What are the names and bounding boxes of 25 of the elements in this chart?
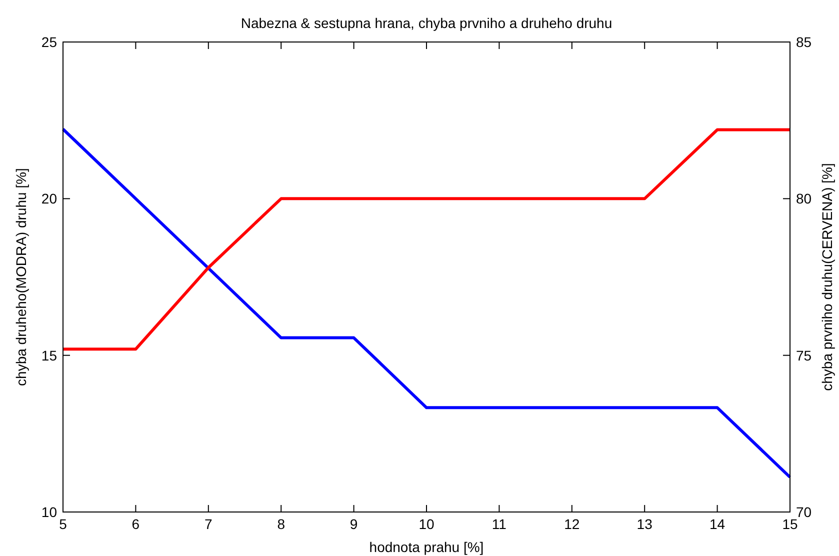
x-tick-label: 8 xyxy=(277,516,286,532)
x-tick-label: 9 xyxy=(350,516,358,532)
x-tick-label: 11 xyxy=(492,516,507,532)
x-tick-label: 6 xyxy=(132,516,140,532)
line-series xyxy=(62,128,792,351)
chart-title: Nabezna & sestupna hrana, chyba prvniho a druheho druhu xyxy=(240,15,612,31)
x-tick-label: 7 xyxy=(204,516,212,532)
y-tick-label: 15 xyxy=(41,347,58,364)
x-tick-label: 10 xyxy=(418,516,434,532)
x-tick-label: 14 xyxy=(710,516,726,532)
x-tick-label: 5 xyxy=(59,516,68,532)
y2-tick-label: 75 xyxy=(796,347,812,364)
line-series xyxy=(62,128,792,479)
x-tick-label: 13 xyxy=(636,516,653,532)
y-axis-title: chyba druheho(MODRA) druhu [%] xyxy=(13,168,29,386)
x-tick-label: 12 xyxy=(564,516,580,532)
y2-tick-label: 80 xyxy=(796,190,812,207)
x-tick-label: 15 xyxy=(782,516,798,532)
y2-axis-title: chyba prvniho druhu(CERVENA) [%] xyxy=(819,163,835,391)
y-tick-label: 20 xyxy=(41,190,58,207)
y-tick-label: 10 xyxy=(41,504,58,520)
y-tick-label: 25 xyxy=(41,34,58,50)
y2-tick-label: 70 xyxy=(796,504,812,520)
y2-tick-label: 85 xyxy=(796,34,812,50)
x-axis-title: hodnota prahu [%] xyxy=(369,539,484,555)
